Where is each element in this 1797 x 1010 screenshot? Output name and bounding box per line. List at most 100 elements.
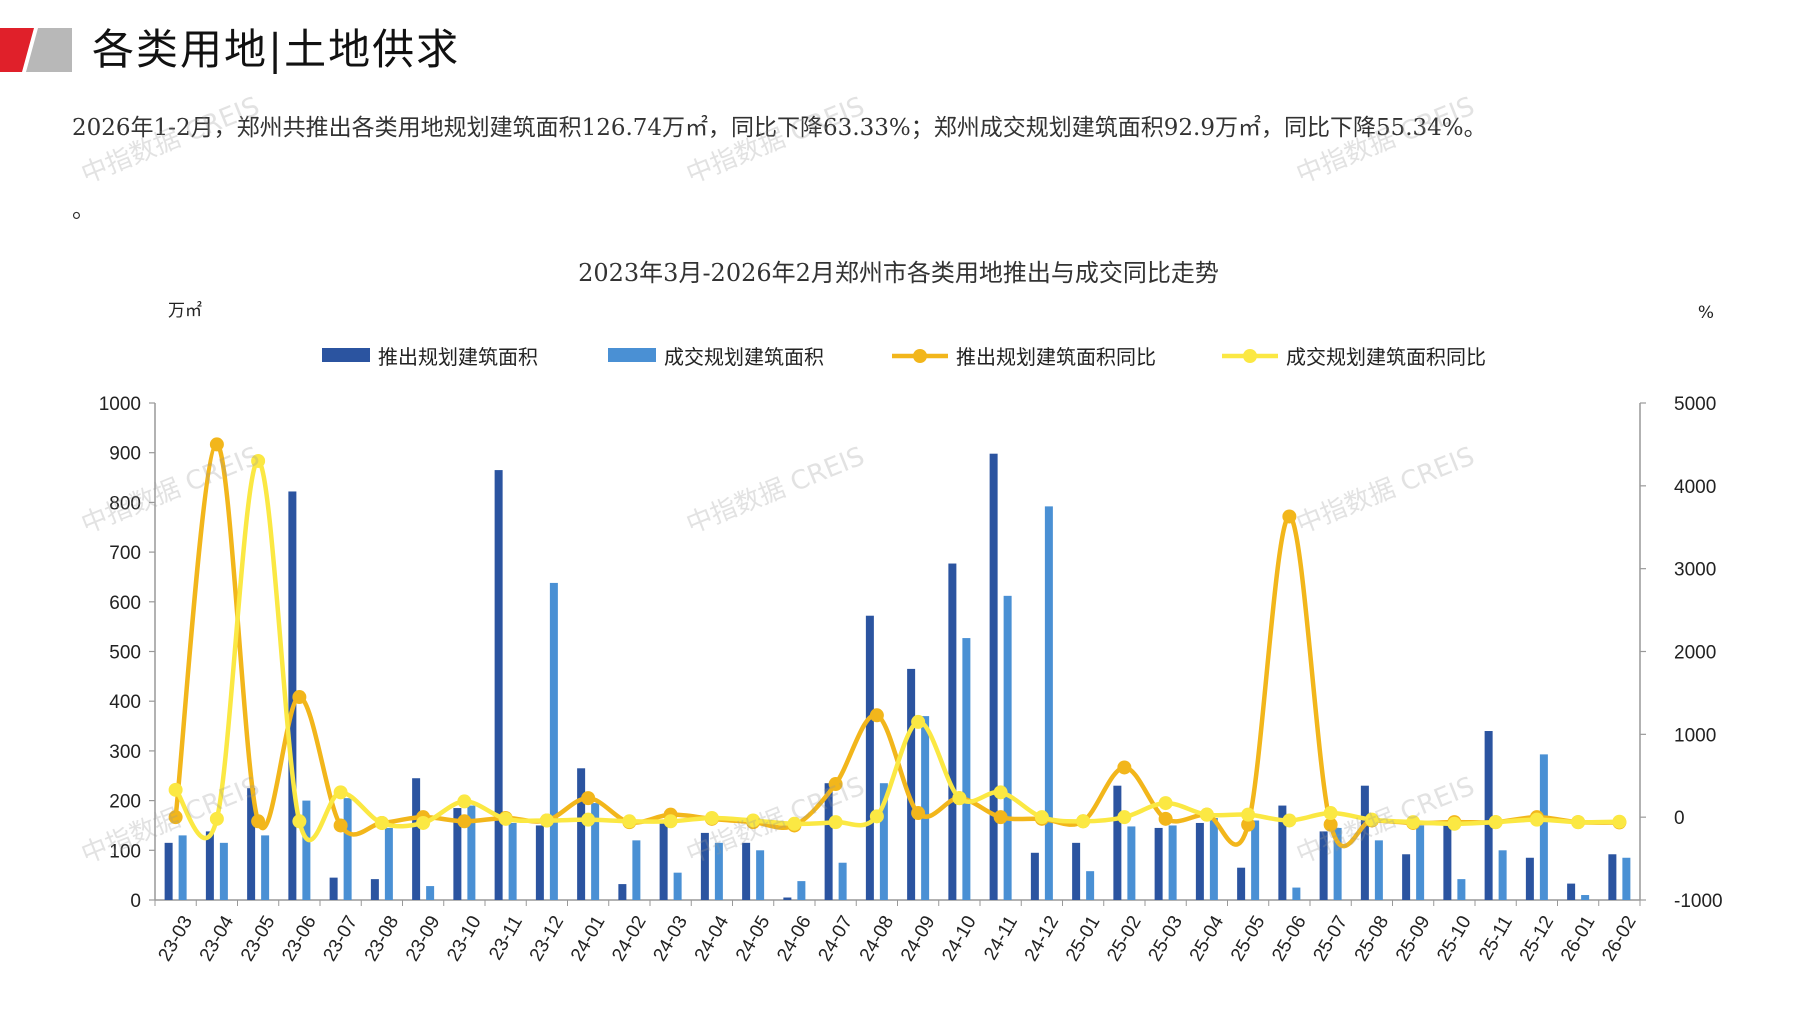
deal-yoy-point: [787, 816, 802, 831]
deal-bar: [426, 886, 435, 900]
deal-yoy-point: [746, 813, 761, 828]
legend-supply-yoy-marker: [913, 349, 927, 363]
deal-yoy-point: [1282, 813, 1297, 828]
x-tick-label: 23-04: [196, 912, 239, 965]
right-tick-label: 4000: [1674, 477, 1716, 498]
supply-bar: [1608, 854, 1617, 900]
deal-bar: [467, 805, 476, 900]
deal-yoy-point: [1241, 807, 1256, 822]
supply-yoy-point: [869, 708, 884, 723]
x-tick-label: 25-03: [1145, 912, 1187, 965]
supply-bar: [247, 788, 256, 900]
left-tick-label: 500: [109, 643, 141, 664]
x-tick-label: 26-02: [1598, 912, 1640, 965]
deal-yoy-point: [828, 815, 843, 830]
deal-yoy-point: [622, 814, 637, 829]
deal-yoy-point: [1364, 812, 1379, 827]
x-tick-label: 23-08: [361, 912, 403, 965]
deal-yoy-point: [663, 814, 678, 829]
supply-bar: [1360, 785, 1369, 900]
chart-title: 2023年3月-2026年2月郑州市各类用地推出与成交同比走势: [578, 259, 1219, 287]
deal-yoy-point: [292, 814, 307, 829]
supply-bar: [1195, 822, 1204, 900]
deal-yoy-point: [911, 714, 926, 729]
deal-yoy-point: [993, 785, 1008, 800]
deal-bar: [1086, 871, 1095, 900]
x-tick-label: 23-11: [485, 912, 527, 963]
deal-bar: [1292, 887, 1301, 900]
deal-yoy-point: [168, 782, 183, 797]
deal-bar: [302, 800, 311, 900]
deal-bar: [1251, 820, 1260, 900]
x-tick-label: 24-07: [815, 912, 857, 965]
deal-yoy-point: [1158, 796, 1173, 811]
brand-logo: [0, 28, 72, 72]
supply-yoy-point: [457, 814, 472, 829]
x-tick-label: 23-05: [237, 912, 279, 965]
page-title: 各类用地|土地供求: [92, 25, 461, 74]
deal-yoy-point: [1323, 806, 1338, 821]
supply-bar: [412, 778, 421, 900]
right-tick-label: 1000: [1674, 725, 1716, 746]
supply-bar: [1319, 831, 1328, 900]
supply-yoy-point: [168, 810, 183, 825]
supply-bar: [783, 897, 792, 900]
deal-yoy-point: [1488, 815, 1503, 830]
supply-yoy-point: [1117, 760, 1132, 775]
supply-yoy-point: [1241, 817, 1256, 832]
deal-yoy-point: [869, 809, 884, 824]
x-tick-label: 23-07: [320, 912, 362, 965]
supply-bar: [1484, 731, 1493, 900]
deal-bar: [1127, 826, 1136, 900]
legend-deal-yoy-marker: [1243, 349, 1257, 363]
x-tick-label: 24-03: [650, 912, 692, 965]
left-tick-label: 0: [130, 891, 141, 912]
supply-yoy-point: [828, 777, 843, 792]
supply-bar: [989, 453, 998, 900]
left-tick-label: 100: [109, 841, 141, 862]
right-tick-label: -1000: [1674, 891, 1723, 912]
left-tick-label: 400: [109, 692, 141, 713]
supply-bar: [1443, 820, 1452, 900]
deal-bar: [1333, 827, 1342, 900]
deal-yoy-point: [1076, 814, 1091, 829]
supply-bar: [1402, 854, 1411, 900]
supply-bar: [494, 470, 503, 900]
supply-bar: [1030, 852, 1039, 900]
deal-yoy-point: [1529, 812, 1544, 827]
deal-bar: [1003, 595, 1012, 900]
deal-bar: [838, 862, 847, 900]
x-tick-label: 24-12: [1021, 912, 1063, 965]
supply-bar: [948, 563, 957, 900]
deal-yoy-point: [704, 810, 719, 825]
deal-bar: [756, 850, 765, 900]
x-tick-label: 25-12: [1516, 912, 1558, 965]
supply-yoy-point: [333, 818, 348, 833]
deal-yoy-point: [1612, 814, 1627, 829]
supply-yoy-point: [292, 690, 307, 705]
deal-bar: [1416, 825, 1425, 900]
supply-bar: [453, 808, 462, 900]
supply-bar: [1113, 785, 1122, 900]
supply-bar: [535, 825, 544, 900]
supply-bar: [659, 822, 668, 900]
deal-yoy-point: [1571, 815, 1586, 830]
deal-yoy-point: [581, 812, 596, 827]
x-tick-label: 25-10: [1433, 912, 1475, 965]
legend-deal-bar-label: 成交规划建筑面积: [664, 345, 824, 369]
legend-deal-yoy-label: 成交规划建筑面积同比: [1286, 345, 1486, 369]
x-tick-label: 23-09: [402, 912, 444, 965]
deal-yoy-point: [416, 815, 431, 830]
x-tick-label: 25-11: [1475, 912, 1517, 963]
x-tick-label: 25-07: [1310, 912, 1352, 965]
right-tick-label: 0: [1674, 808, 1685, 829]
supply-yoy-line: [173, 442, 1620, 849]
x-tick-label: 24-04: [691, 912, 734, 965]
left-tick-label: 700: [109, 543, 141, 564]
deal-bar: [384, 827, 393, 900]
x-tick-label: 24-09: [897, 912, 939, 965]
supply-yoy-point: [1323, 817, 1338, 832]
supply-yoy-point: [1282, 509, 1297, 524]
supply-bar: [577, 768, 586, 900]
x-tick-label: 25-04: [1186, 912, 1229, 965]
